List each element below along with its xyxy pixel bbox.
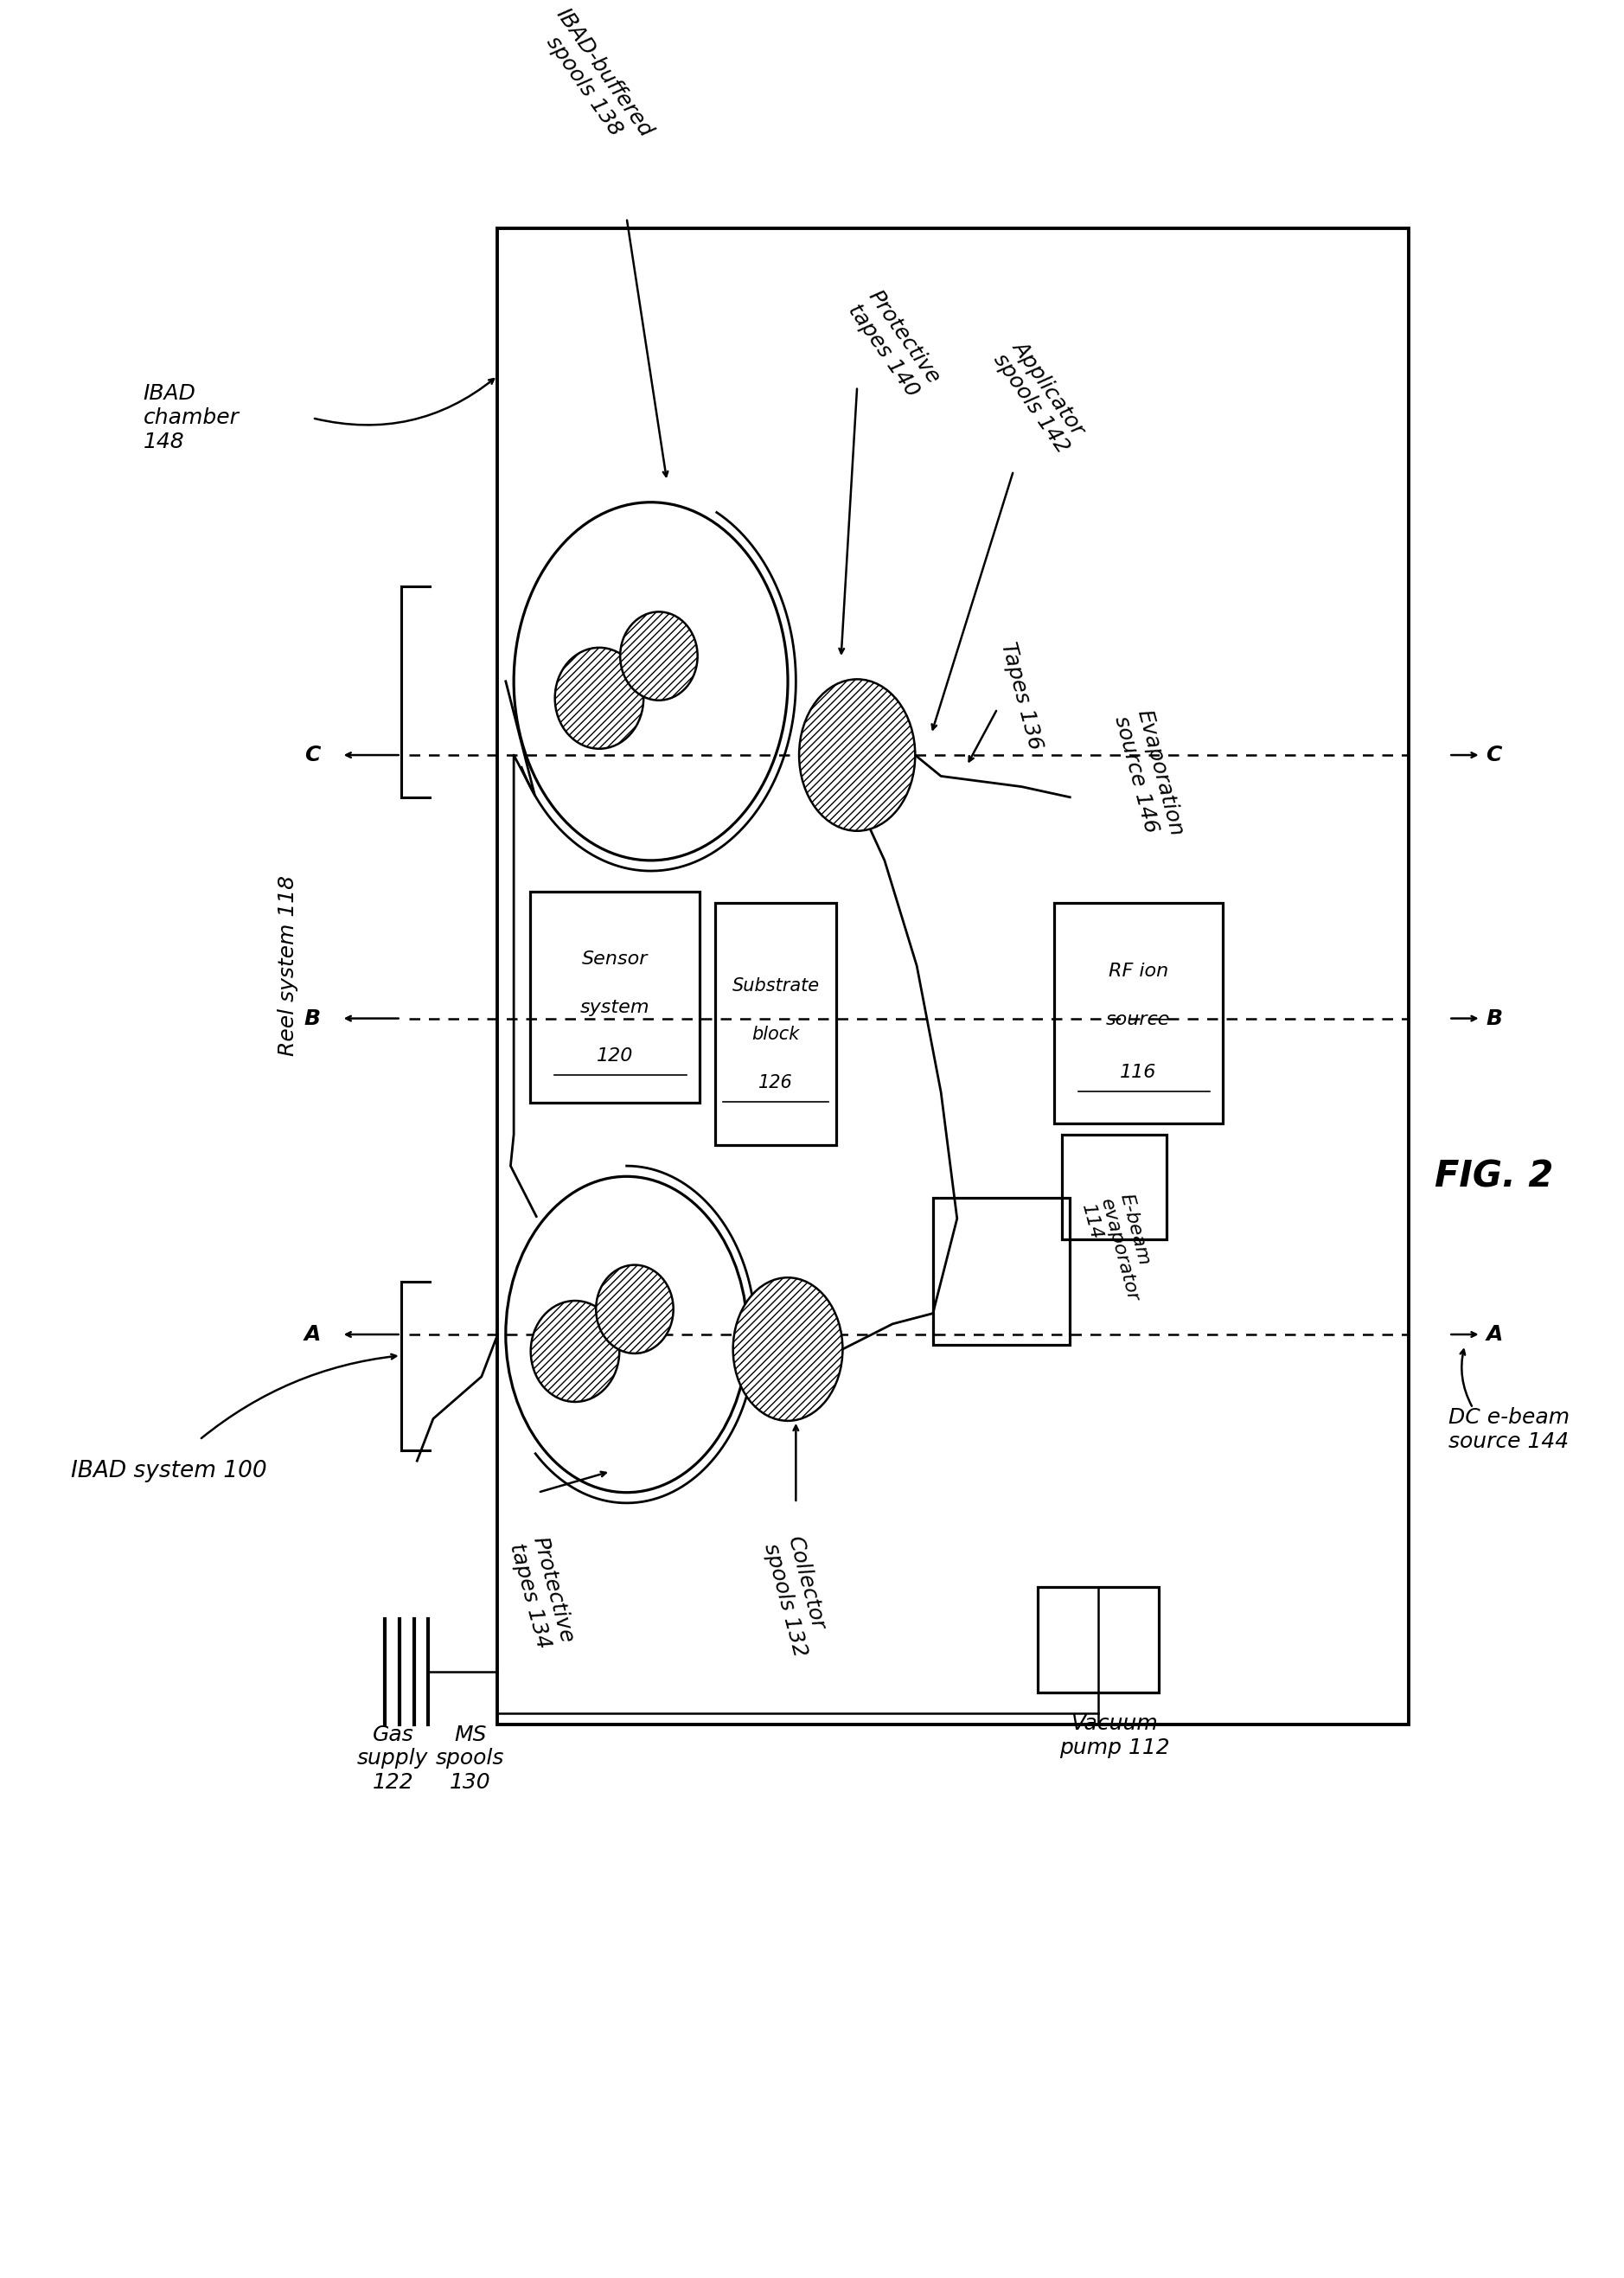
Text: C: C xyxy=(1486,745,1502,765)
Bar xyxy=(1038,1588,1158,1693)
Text: Protective
tapes 140: Protective tapes 140 xyxy=(844,287,944,401)
Text: Protective
tapes 134: Protective tapes 134 xyxy=(505,1535,577,1652)
Text: Reel system 118: Reel system 118 xyxy=(278,875,299,1057)
Text: C: C xyxy=(305,745,328,765)
Text: Vacuum
pump 112: Vacuum pump 112 xyxy=(1059,1713,1169,1759)
Ellipse shape xyxy=(531,1301,619,1401)
Text: Gas
supply
122: Gas supply 122 xyxy=(357,1724,429,1793)
Text: Substrate: Substrate xyxy=(732,977,820,995)
Text: Collector
spools 132: Collector spools 132 xyxy=(760,1535,833,1658)
Text: block: block xyxy=(752,1025,799,1043)
Bar xyxy=(715,902,836,1146)
Text: IBAD
chamber
148: IBAD chamber 148 xyxy=(143,383,239,453)
Text: A: A xyxy=(1486,1324,1502,1344)
Text: E-beam
evaporator
114: E-beam evaporator 114 xyxy=(1078,1191,1161,1310)
Text: B: B xyxy=(304,1009,328,1030)
Circle shape xyxy=(732,1278,843,1421)
Text: Applicator
spools 142: Applicator spools 142 xyxy=(989,337,1093,458)
Circle shape xyxy=(799,679,916,831)
Ellipse shape xyxy=(555,647,643,749)
Text: RF ion: RF ion xyxy=(1109,961,1168,980)
Text: FIG. 2: FIG. 2 xyxy=(1434,1157,1554,1194)
Text: A: A xyxy=(304,1324,328,1344)
Bar xyxy=(932,1198,1070,1344)
Ellipse shape xyxy=(620,613,698,699)
Text: MS
spools
130: MS spools 130 xyxy=(435,1724,505,1793)
Ellipse shape xyxy=(596,1264,674,1353)
Text: 126: 126 xyxy=(758,1073,793,1091)
Bar xyxy=(1054,902,1223,1123)
Text: IBAD-buffered
spools 138: IBAD-buffered spools 138 xyxy=(533,5,656,155)
Text: Sensor: Sensor xyxy=(581,950,648,968)
Text: IBAD system 100: IBAD system 100 xyxy=(70,1460,266,1483)
Text: 116: 116 xyxy=(1121,1064,1156,1080)
Text: Tapes 136: Tapes 136 xyxy=(997,640,1046,752)
Bar xyxy=(497,228,1408,1724)
Bar xyxy=(529,893,700,1103)
Bar xyxy=(1062,1134,1166,1239)
Text: source: source xyxy=(1106,1011,1171,1027)
Text: 120: 120 xyxy=(596,1048,633,1066)
Text: Evaporation
source 146: Evaporation source 146 xyxy=(1111,708,1187,845)
Text: B: B xyxy=(1486,1009,1502,1030)
Text: system: system xyxy=(580,1000,650,1016)
Text: DC e-beam
source 144: DC e-beam source 144 xyxy=(1449,1408,1570,1451)
